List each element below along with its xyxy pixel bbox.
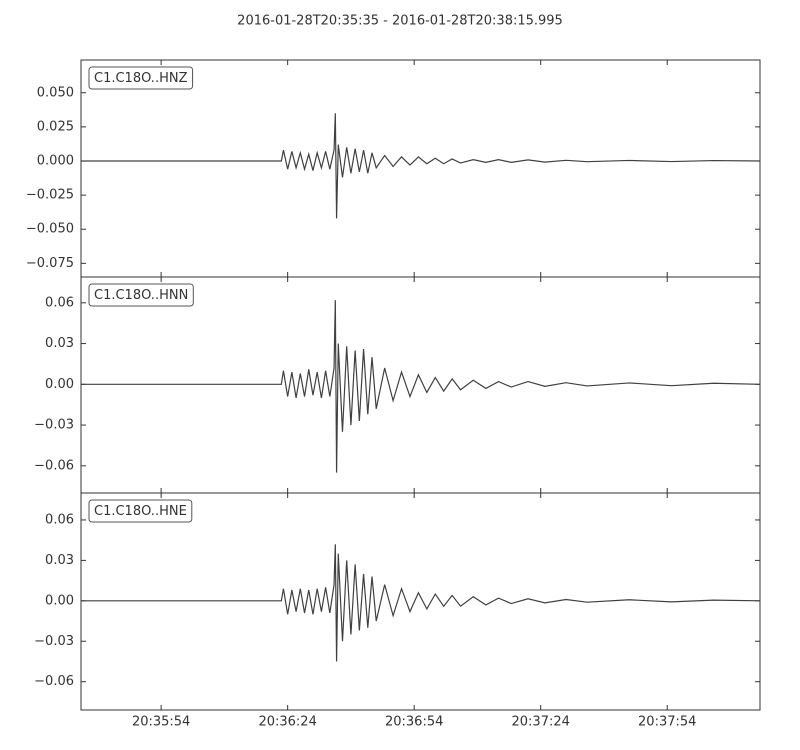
x-tick-label: 20:36:54 xyxy=(385,715,443,730)
y-tick-label: 0.06 xyxy=(45,512,74,527)
waveform xyxy=(81,300,760,473)
axes-frame xyxy=(80,492,761,711)
trace-label-box xyxy=(88,499,193,523)
y-tick-label: −0.03 xyxy=(34,634,74,649)
trace-label-box xyxy=(88,66,194,90)
y-tick-label: 0.06 xyxy=(45,295,74,310)
y-tick-label: −0.03 xyxy=(34,418,74,433)
x-tick-label: 20:37:54 xyxy=(638,715,696,730)
trace-label: C1.C18O..HNZ xyxy=(94,71,188,86)
trace-label-box xyxy=(88,283,194,307)
trace-label: C1.C18O..HNN xyxy=(94,288,188,303)
y-tick-label: −0.06 xyxy=(34,458,74,473)
y-tick-label: 0.050 xyxy=(37,85,74,100)
y-tick-label: −0.075 xyxy=(26,256,74,271)
x-tick-label: 20:35:54 xyxy=(132,715,190,730)
chart-title: 2016-01-28T20:35:35 - 2016-01-28T20:38:1… xyxy=(237,14,563,29)
y-tick-label: 0.03 xyxy=(45,553,74,568)
y-tick-label: 0.025 xyxy=(37,119,74,134)
y-tick-label: −0.050 xyxy=(26,222,74,237)
y-tick-label: 0.03 xyxy=(45,336,74,351)
waveform xyxy=(81,544,760,662)
x-tick-label: 20:37:24 xyxy=(512,715,570,730)
axes-frame xyxy=(80,59,761,278)
y-tick-label: −0.06 xyxy=(34,674,74,689)
waveform xyxy=(81,113,760,219)
y-tick-label: 0.00 xyxy=(45,593,74,608)
y-tick-label: 0.00 xyxy=(45,377,74,392)
trace-label: C1.C18O..HNE xyxy=(94,504,187,519)
y-tick-label: −0.025 xyxy=(26,188,74,203)
x-tick-label: 20:36:24 xyxy=(258,715,316,730)
y-tick-label: 0.000 xyxy=(37,153,74,168)
